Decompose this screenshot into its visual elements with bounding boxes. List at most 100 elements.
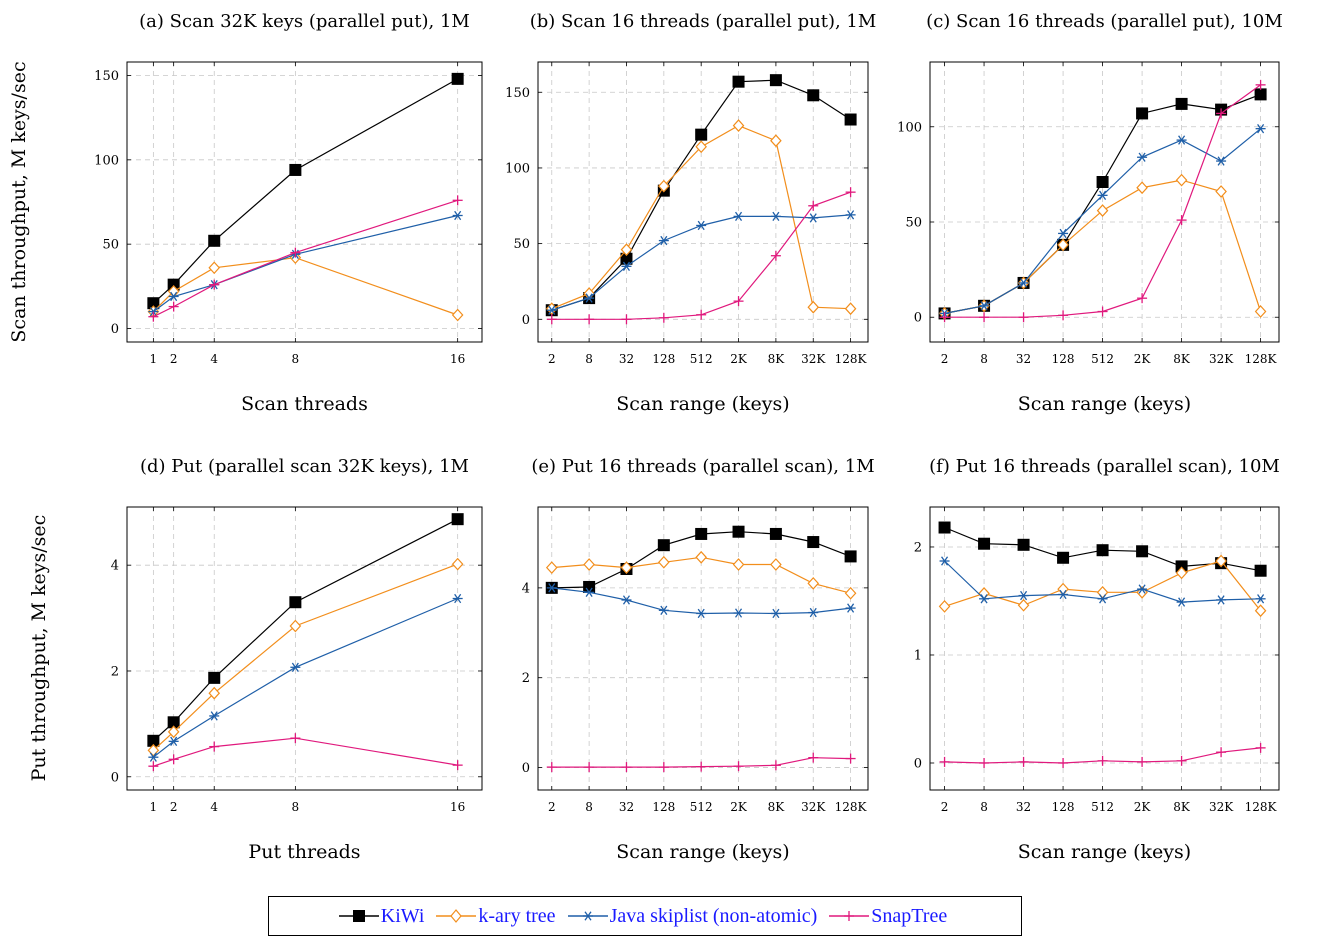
- data-point: [1176, 135, 1187, 145]
- series-line: [944, 560, 1262, 612]
- x-tick-label: 128: [1052, 352, 1075, 366]
- data-point: [658, 235, 669, 246]
- data-point: [1137, 756, 1148, 767]
- data-point: [1136, 545, 1149, 558]
- data-point: [621, 595, 632, 605]
- x-tick-label: 32K: [801, 800, 826, 814]
- data-point: [167, 278, 180, 291]
- grid: [127, 507, 482, 790]
- y-tick-label: 50: [513, 237, 530, 252]
- plot-frame: [537, 61, 869, 343]
- chart-panel-c: 2 8 32 128 512 2K 8K 32K 128K 0 50 100 (c) Scan 16 t…: [897, 11, 1283, 415]
- data-point: [938, 599, 951, 613]
- data-point: [979, 301, 990, 311]
- data-point: [808, 200, 819, 211]
- data-point: [1017, 598, 1030, 612]
- chart-title: (c) Scan 16 threads (parallel put), 10M: [926, 11, 1283, 32]
- data-point: [1018, 278, 1029, 288]
- data-point: [1176, 597, 1187, 607]
- data-point: [1057, 238, 1069, 252]
- data-point: [148, 761, 159, 772]
- data-point: [452, 593, 463, 604]
- data-point: [1215, 554, 1227, 568]
- data-point: [770, 760, 781, 771]
- data-point: [290, 247, 301, 258]
- data-point: [978, 587, 990, 600]
- data-point: [452, 195, 463, 206]
- data-point: [546, 762, 557, 773]
- data-point: [844, 113, 857, 126]
- legend-item-skiplist: Java skiplist (non-atomic): [567, 904, 818, 928]
- series-line: [152, 78, 458, 304]
- data-point: [584, 293, 595, 303]
- x-tick-label: 2K: [1134, 800, 1152, 814]
- data-point: [1058, 589, 1069, 600]
- data-point: [1255, 123, 1266, 134]
- data-point: [658, 555, 670, 569]
- chart-panel-a: 1 2 4 8 16 0 50 100 150 (a) Scan 32K keys (parall…: [94, 11, 483, 415]
- data-point: [695, 140, 707, 154]
- data-point: [770, 608, 781, 619]
- data-point: [451, 513, 464, 526]
- data-point: [168, 736, 179, 747]
- data-point: [844, 586, 857, 600]
- data-point: [1254, 564, 1267, 577]
- x-tick-label: 512: [690, 800, 713, 814]
- data-point: [290, 733, 301, 744]
- data-point: [209, 279, 220, 290]
- x-tick-label: 32: [619, 800, 634, 814]
- data-point: [583, 580, 596, 593]
- data-point: [696, 761, 707, 772]
- data-point: [1096, 544, 1109, 557]
- data-point: [938, 521, 951, 534]
- data-point: [1096, 585, 1109, 599]
- data-point: [1216, 747, 1227, 758]
- y-axis-label-put: Put throughput, M keys/sec: [28, 515, 50, 782]
- data-point: [209, 741, 220, 752]
- data-point: [148, 306, 159, 317]
- series-line: [152, 257, 458, 316]
- y-axis-label-scan: Scan throughput, M keys/sec: [8, 61, 30, 342]
- series-asterisk: [939, 556, 1266, 607]
- data-point: [658, 605, 669, 615]
- data-point: [1176, 215, 1187, 226]
- data-point: [978, 537, 991, 550]
- x-tick-label: 2: [941, 352, 949, 366]
- x-tick-label: 8K: [768, 352, 786, 366]
- data-point: [584, 762, 595, 773]
- series-plus: [546, 752, 856, 773]
- y-tick-label: 150: [94, 69, 119, 84]
- x-tick-label: 32: [619, 352, 634, 366]
- series-asterisk: [546, 210, 856, 315]
- y-tick-label: 0: [914, 756, 922, 771]
- data-point: [167, 716, 180, 729]
- x-tick-label: 128: [652, 800, 675, 814]
- data-point: [979, 757, 990, 768]
- data-point: [168, 301, 179, 312]
- data-point: [807, 300, 820, 314]
- x-tick-label: 128K: [835, 352, 868, 366]
- data-point: [1057, 551, 1070, 564]
- data-point: [168, 291, 179, 302]
- x-tick-label: 2: [170, 352, 178, 366]
- data-point: [732, 119, 745, 132]
- data-point: [657, 539, 670, 552]
- x-tick-label: 8: [292, 352, 300, 366]
- data-point: [770, 558, 782, 571]
- data-point: [1097, 755, 1108, 766]
- series-square: [938, 521, 1267, 577]
- data-point: [290, 662, 301, 672]
- data-point: [148, 752, 159, 762]
- plot-frame: [126, 61, 483, 343]
- x-tick-label: 4: [210, 352, 218, 366]
- x-axis-label: Put threads: [248, 841, 360, 863]
- data-point: [208, 686, 221, 700]
- legend-label-kiwi: KiWi: [380, 904, 425, 927]
- data-point: [732, 558, 745, 571]
- y-tick-label: 2: [111, 664, 119, 679]
- legend-label-skiplist: Java skiplist (non-atomic): [609, 904, 818, 927]
- x-tick-label: 8: [292, 800, 300, 814]
- grid: [538, 507, 868, 790]
- x-tick-label: 32: [1016, 352, 1031, 366]
